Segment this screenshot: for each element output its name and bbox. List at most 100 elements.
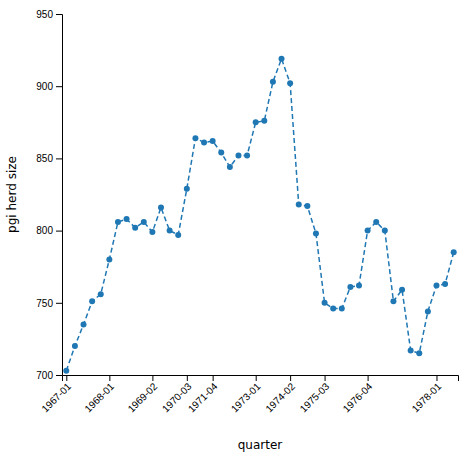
point (132, 225, 138, 231)
point (304, 203, 310, 209)
point (322, 300, 328, 306)
x-tick-label: 1969-02 (126, 380, 160, 414)
y-tick: 800 (36, 225, 62, 236)
x-tick-mark (256, 375, 257, 381)
y-tick-mark (56, 303, 62, 304)
point (416, 350, 422, 356)
chart: 1967-011968-011969-021970-031971-041973-… (0, 0, 474, 457)
point (201, 140, 207, 146)
point (279, 56, 285, 62)
x-tick-label: 1968-01 (82, 380, 116, 414)
y-tick-mark (56, 231, 62, 232)
y-tick: 950 (36, 9, 62, 20)
x-tick: 1973-01 (229, 375, 263, 414)
point (356, 282, 362, 288)
point (382, 228, 388, 234)
plot: 1967-011968-011969-021970-031971-041973-… (5, 9, 459, 452)
x-tick-label: 1967-01 (39, 380, 73, 414)
x-tick-mark (436, 375, 437, 381)
point (158, 204, 164, 210)
point (253, 119, 259, 125)
point (106, 256, 112, 262)
x-tick-label: 1976-04 (341, 380, 375, 414)
point (451, 249, 457, 255)
point (167, 228, 173, 234)
x-tick-mark (109, 375, 110, 381)
point (141, 219, 147, 225)
point (442, 281, 448, 287)
point (433, 282, 439, 288)
point (115, 219, 121, 225)
point (347, 284, 353, 290)
x-tick-label: 1975-03 (298, 380, 332, 414)
y-tick-label: 700 (36, 370, 53, 381)
point (261, 118, 267, 124)
marks (63, 56, 456, 374)
x-axis-title: quarter (238, 438, 283, 452)
x-tick: 1968-01 (82, 375, 116, 414)
x-axis-line (63, 376, 459, 382)
point (365, 228, 371, 234)
y-tick-mark (56, 375, 62, 376)
x-tick: 1971-04 (186, 375, 220, 414)
x-tick: 1974-02 (263, 375, 297, 414)
x-tick-mark (187, 375, 188, 381)
point (373, 219, 379, 225)
x-tick-mark (290, 375, 291, 381)
point (235, 153, 241, 159)
y-tick-label: 850 (36, 153, 53, 164)
point (175, 232, 181, 238)
y-tick-mark (56, 14, 62, 15)
y-tick-label: 800 (36, 225, 53, 236)
x-tick: 1978-01 (410, 375, 444, 414)
point (192, 135, 198, 141)
x-tick-mark (368, 375, 369, 381)
x-tick-label: 1974-02 (263, 380, 297, 414)
y-tick-mark (56, 86, 62, 87)
x-tick-label: 1973-01 (229, 380, 263, 414)
point (408, 347, 414, 353)
line (66, 59, 453, 371)
point (425, 308, 431, 314)
x-tick: 1976-04 (341, 375, 375, 414)
x-tick-mark (152, 375, 153, 381)
point (227, 164, 233, 170)
point (124, 216, 130, 222)
y-tick: 850 (36, 153, 62, 164)
point (184, 186, 190, 192)
x-tick-mark (325, 375, 326, 381)
y-axis-line (56, 15, 63, 376)
point (330, 306, 336, 312)
point (399, 287, 405, 293)
point (270, 79, 276, 85)
point (296, 202, 302, 208)
x-axis: 1967-011968-011969-021970-031971-041973-… (39, 375, 458, 414)
point (89, 298, 95, 304)
x-tick-mark (66, 375, 67, 381)
y-tick-label: 950 (36, 9, 53, 20)
x-tick-mark (213, 375, 214, 381)
y-tick-mark (56, 158, 62, 159)
y-tick-label: 900 (36, 81, 53, 92)
y-axis-title: pgi herd size (5, 156, 19, 233)
x-tick: 1975-03 (298, 375, 332, 414)
y-tick: 900 (36, 81, 62, 92)
y-axis: 700 750 800 850 900 950 (36, 9, 62, 381)
point (98, 291, 104, 297)
y-tick-label: 750 (36, 298, 53, 309)
y-tick: 700 (36, 370, 62, 381)
x-tick: 1967-01 (39, 375, 73, 414)
point (287, 80, 293, 86)
point (313, 230, 319, 236)
point (218, 150, 224, 156)
point (244, 153, 250, 159)
x-tick-label: 1971-04 (186, 380, 220, 414)
y-tick: 750 (36, 298, 62, 309)
point (339, 306, 345, 312)
point (72, 343, 78, 349)
point (63, 368, 69, 374)
point (149, 229, 155, 235)
x-tick: 1969-02 (126, 375, 160, 414)
point (390, 298, 396, 304)
x-tick-label: 1978-01 (410, 380, 444, 414)
